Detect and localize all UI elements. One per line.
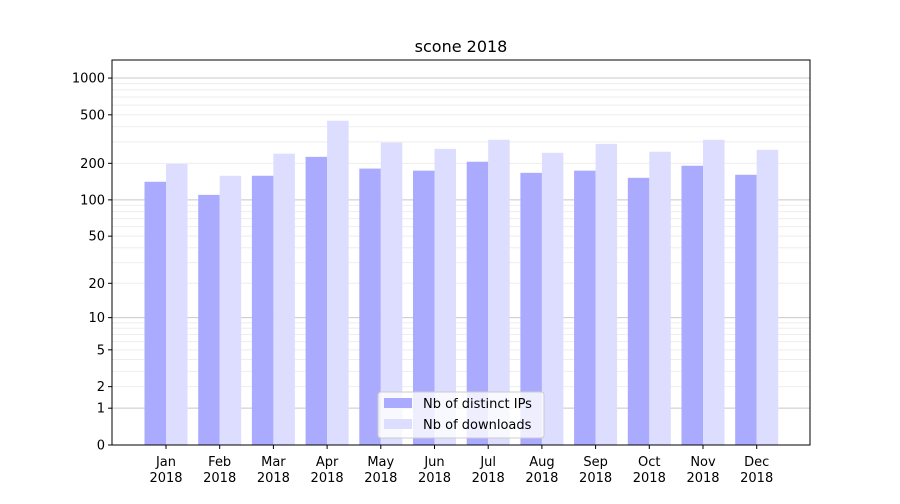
x-tick-label-year: 2018 (203, 471, 236, 486)
x-tick-label-year: 2018 (740, 471, 773, 486)
bar-downloads (327, 120, 349, 446)
bar-distinct-ips (198, 194, 220, 445)
legend-swatch-ips (384, 398, 412, 408)
y-tick-label: 1 (97, 402, 105, 417)
chart-title: scone 2018 (415, 37, 508, 56)
bar-distinct-ips (574, 170, 596, 445)
x-tick-label-year: 2018 (364, 471, 397, 486)
x-tick-label-year: 2018 (686, 471, 719, 486)
x-tick-label-year: 2018 (579, 471, 612, 486)
x-tick-label-month: Oct (638, 455, 660, 470)
bar-distinct-ips (305, 156, 328, 445)
y-tick-label: 10 (88, 311, 105, 326)
bar-downloads (703, 139, 725, 445)
bar-distinct-ips (359, 168, 381, 445)
y-tick-label: 20 (88, 277, 105, 292)
bar-distinct-ips (144, 181, 166, 445)
y-tick-label: 2 (97, 380, 105, 395)
bar-downloads (434, 148, 456, 446)
x-tick-label-month: Jul (479, 455, 496, 470)
plot-frame (111, 59, 811, 446)
bar-downloads (273, 153, 295, 445)
legend-label-ips: Nb of distinct IPs (423, 397, 532, 412)
y-tick-label: 1000 (72, 72, 105, 87)
y-tick-label: 500 (80, 108, 105, 123)
x-tick-label-month: Sep (583, 455, 608, 470)
legend: Nb of distinct IPs Nb of downloads (377, 391, 545, 439)
x-tick-label-month: Jun (423, 455, 444, 470)
bar-distinct-ips (681, 165, 703, 445)
bar-distinct-ips (520, 172, 542, 446)
x-tick-label-month: Jan (155, 455, 176, 470)
x-tick-label-year: 2018 (418, 471, 451, 486)
y-tick-label: 100 (80, 193, 105, 208)
y-tick-label: 5 (97, 343, 105, 358)
x-tick-label-month: Feb (208, 455, 231, 470)
x-tick-label-month: Aug (529, 455, 554, 470)
bar-downloads (756, 149, 779, 445)
bar-downloads (541, 152, 564, 445)
x-tick-label-month: Apr (316, 455, 339, 470)
y-tick-label: 50 (88, 230, 105, 245)
bar-downloads (380, 142, 403, 445)
legend-label-downloads: Nb of downloads (423, 418, 532, 433)
x-tick-label-month: Mar (261, 455, 286, 470)
bar-distinct-ips (251, 175, 274, 445)
bar-distinct-ips (413, 170, 435, 445)
y-tick-label: 0 (97, 439, 105, 454)
x-tick-label-month: Nov (690, 455, 716, 470)
bar-downloads (649, 151, 671, 445)
bar-downloads (219, 175, 242, 445)
x-tick-label-year: 2018 (633, 471, 666, 486)
bar-distinct-ips (466, 161, 489, 445)
x-tick-label-year: 2018 (257, 471, 290, 486)
x-tick-label-year: 2018 (149, 471, 182, 486)
bar-downloads (595, 143, 618, 445)
bar-downloads (166, 163, 188, 445)
x-tick-label-year: 2018 (472, 471, 505, 486)
x-tick-label-month: Dec (744, 455, 769, 470)
legend-swatch-downloads (384, 419, 412, 429)
bar-distinct-ips (735, 174, 757, 445)
x-tick-label-year: 2018 (311, 471, 344, 486)
x-tick-label-year: 2018 (525, 471, 558, 486)
y-tick-label: 200 (80, 157, 105, 172)
x-tick-label-month: May (367, 455, 394, 470)
bar-downloads (488, 139, 510, 445)
bar-distinct-ips (627, 177, 650, 445)
